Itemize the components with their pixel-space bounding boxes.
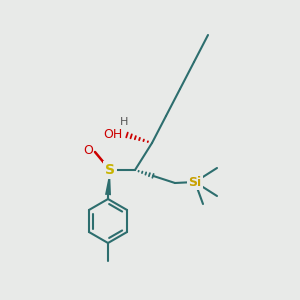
Text: S: S	[105, 163, 115, 177]
Text: O: O	[83, 143, 93, 157]
Text: H: H	[120, 117, 128, 127]
Text: Si: Si	[188, 176, 202, 188]
Polygon shape	[105, 170, 111, 195]
Text: OH: OH	[103, 128, 123, 140]
